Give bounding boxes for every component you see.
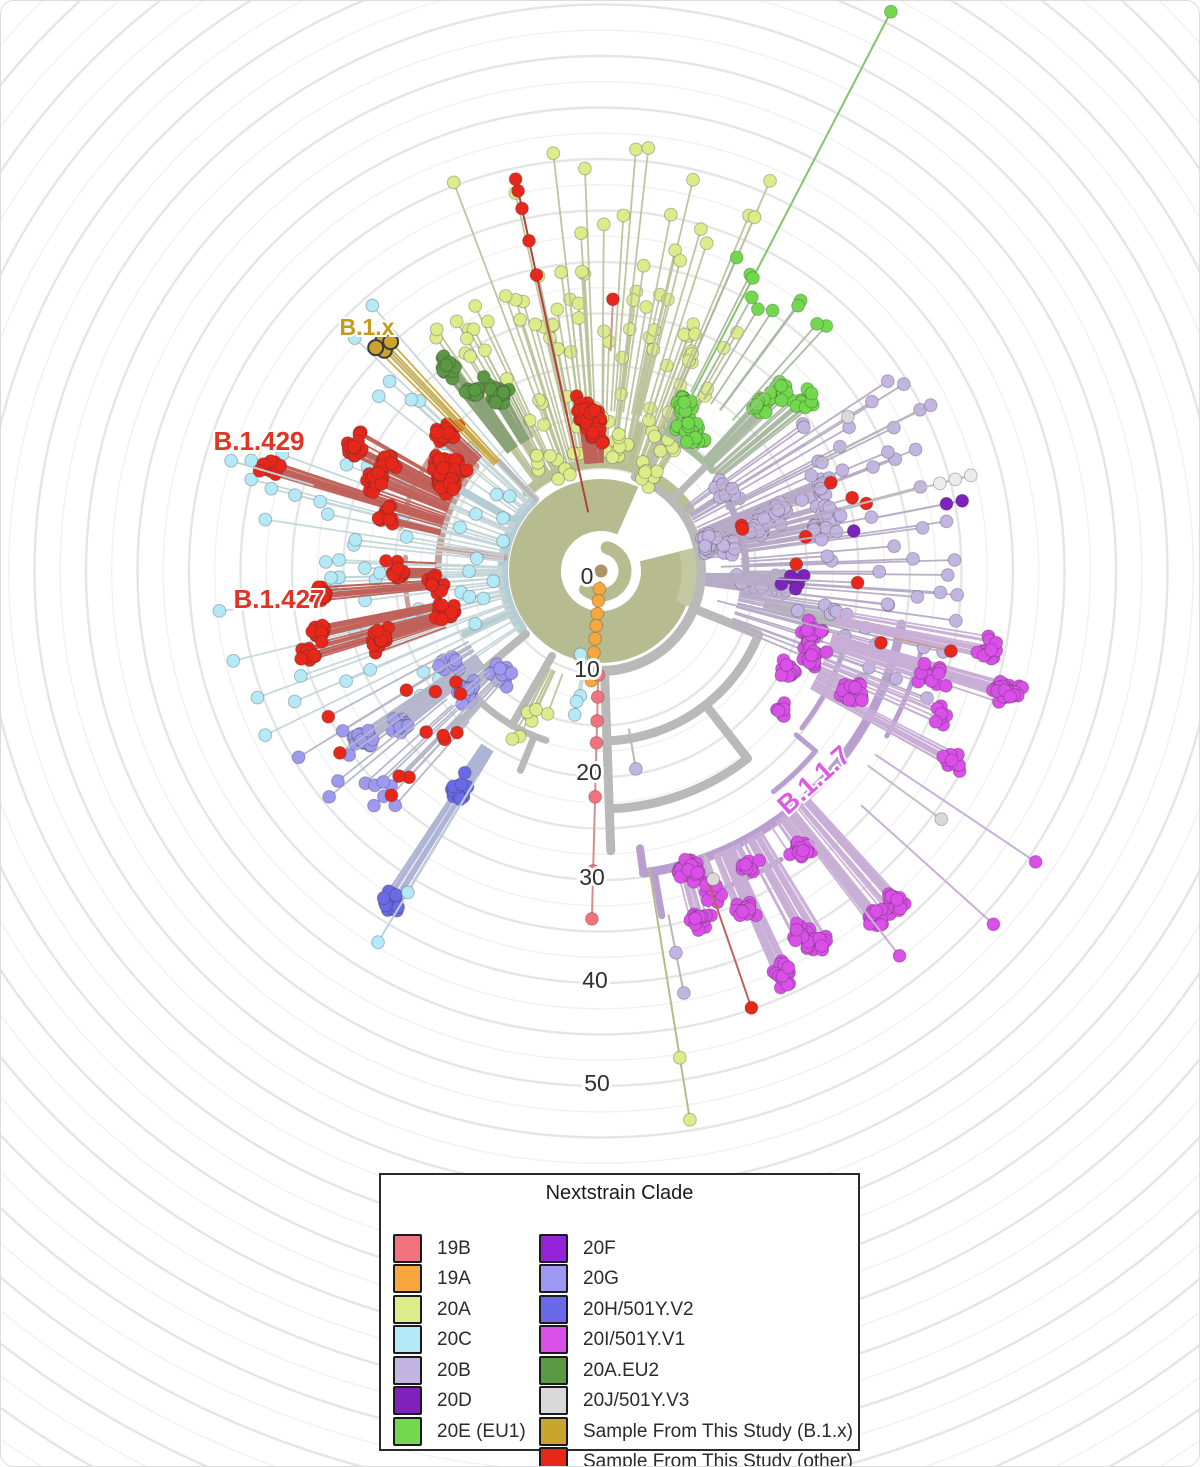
legend-item: 20B	[393, 1355, 526, 1386]
legend-item-label: Sample From This Study (other)	[583, 1451, 853, 1467]
legend-item-label: 20E (EU1)	[437, 1420, 526, 1442]
legend-swatch	[393, 1294, 422, 1324]
clade-cluster-20A-tall	[446, 141, 777, 425]
legend-swatch	[539, 1416, 568, 1446]
legend-item: 20J/501Y.V3	[539, 1386, 853, 1417]
outlier-branch-20I-straggler-3	[874, 753, 1043, 869]
legend-item: 20H/501Y.V2	[539, 1294, 853, 1325]
legend-swatch	[539, 1325, 568, 1355]
legend-swatch	[393, 1264, 422, 1294]
legend-swatch	[393, 1233, 422, 1263]
legend-swatch	[539, 1233, 568, 1263]
legend-item-label: 20F	[583, 1237, 616, 1259]
legend-item: 19A	[393, 1264, 526, 1295]
legend-title: Nextstrain Clade	[545, 1182, 694, 1204]
legend-item-label: 20G	[583, 1268, 619, 1290]
svg-text:20: 20	[576, 759, 602, 785]
outlier-branch-20J-bottom-right	[867, 764, 949, 826]
clade-cluster-red-in-20B	[712, 475, 888, 650]
clade-cluster-20A.EU2	[435, 349, 534, 454]
outlier-branch-19B-chain	[585, 665, 606, 926]
clade-cluster-red-in-20G	[321, 640, 502, 803]
outlier-branch-20C-bottom-left	[371, 776, 479, 950]
outlier-branch-red-right	[893, 637, 958, 658]
svg-text:10: 10	[574, 656, 600, 682]
legend-item-label: 20A	[437, 1298, 471, 1320]
svg-text:B.1.x: B.1.x	[340, 314, 395, 340]
outlier-branch-20D-pair-right	[875, 493, 970, 519]
outlier-branch-20J-in-20E	[803, 409, 855, 445]
legend-item-label: 20H/501Y.V2	[583, 1298, 694, 1320]
outlier-branch-20B-bottom	[667, 914, 691, 1000]
outlier-branch-20B-right	[814, 398, 938, 465]
outlier-branch-20I-straggler-1	[808, 839, 907, 963]
outlier-branch-19A-chain	[584, 580, 607, 688]
svg-text:30: 30	[579, 864, 605, 890]
legend-item: 20I/501Y.V1	[539, 1325, 853, 1356]
axis-tick-labels: 0 10 20 30 40 50	[571, 560, 613, 1099]
legend-item: 20A	[393, 1294, 526, 1325]
legend-columns: 19B 19A 20A 20C 20B 20D 20E (EU1) 20F 20G 20H/501…	[381, 1204, 858, 1467]
clade-cluster-B.1.429	[252, 417, 487, 536]
legend-column-1: 19B 19A 20A 20C 20B 20D 20E (EU1)	[393, 1233, 526, 1447]
outlier-branch-20E-long-top-right	[678, 4, 898, 421]
legend-item-label: 20A.EU2	[583, 1359, 660, 1381]
legend-item-label: 19B	[437, 1237, 471, 1259]
legend-swatch	[393, 1416, 422, 1446]
clade-cluster-sample-B.1.x	[367, 332, 501, 467]
outlier-branch-red-tall-top	[508, 172, 590, 513]
clade-cluster-B.1.427	[294, 554, 462, 667]
legend-item-label: 19A	[437, 1268, 471, 1290]
outlier-branch-20B-below	[627, 728, 643, 776]
clade-cluster-20I-b	[770, 610, 1030, 778]
legend-item: 20A.EU2	[539, 1355, 853, 1386]
legend-item-label: 20J/501Y.V3	[583, 1390, 690, 1412]
legend-item-label: Sample From This Study (B.1.x)	[583, 1420, 853, 1442]
legend-swatch	[539, 1447, 568, 1466]
clade-cluster-20E-outer	[679, 250, 834, 425]
legend-swatch	[393, 1386, 422, 1416]
clade-cluster-20C-inner	[567, 647, 589, 722]
legend-item: 20D	[393, 1386, 526, 1417]
root-hub	[509, 479, 697, 663]
outlier-branch-20A-long-bottom	[648, 866, 697, 1127]
legend-item: Sample From This Study (other)	[539, 1447, 853, 1467]
legend-item-label: 20I/501Y.V1	[583, 1329, 686, 1351]
legend-item: Sample From This Study (B.1.x)	[539, 1416, 853, 1447]
legend-item-label: 20B	[437, 1359, 471, 1381]
outlier-branch-20D-single	[798, 524, 861, 541]
legend-box: Nextstrain Clade 19B 19A 20A 20C 20B 20D 20E (…	[379, 1173, 860, 1466]
legend-swatch	[393, 1355, 422, 1385]
outlier-branch-red-mid-top	[606, 292, 620, 352]
outlier-branch-20J-in-20I	[702, 852, 721, 887]
legend-item-label: 20D	[437, 1390, 472, 1412]
legend-item: 20F	[539, 1233, 853, 1264]
legend-swatch	[393, 1325, 422, 1355]
clade-cluster-20E	[662, 374, 820, 480]
legend-item-label: 20C	[437, 1329, 472, 1351]
legend-column-2: 20F 20G 20H/501Y.V2 20I/501Y.V1 20A.EU2 20J/5…	[539, 1233, 853, 1467]
svg-text:40: 40	[582, 967, 608, 993]
svg-text:B.1.427: B.1.427	[233, 584, 324, 614]
legend-swatch	[539, 1264, 568, 1294]
legend-swatch	[539, 1355, 568, 1385]
svg-text:B.1.429: B.1.429	[213, 426, 304, 456]
tip-branches-and-dots	[212, 4, 1043, 1127]
outlier-branch-20J-chain-right	[842, 468, 978, 510]
clade-cluster-20A-low	[505, 667, 564, 746]
legend-swatch	[539, 1386, 568, 1416]
outlier-branch-20C-far-left	[224, 453, 314, 487]
clade-cluster-20I-a	[671, 795, 912, 995]
svg-text:50: 50	[584, 1070, 610, 1096]
clade-cluster-red-top	[569, 389, 611, 465]
legend-item: 20E (EU1)	[393, 1416, 526, 1447]
outlier-branch-red-bottom-right	[707, 882, 759, 1015]
legend-item: 20G	[539, 1264, 853, 1295]
svg-text:0: 0	[581, 563, 594, 589]
legend-item: 20C	[393, 1325, 526, 1356]
outlier-branch-20I-straggler-2	[860, 804, 1001, 932]
legend-item: 19B	[393, 1233, 526, 1264]
legend-swatch	[539, 1294, 568, 1324]
